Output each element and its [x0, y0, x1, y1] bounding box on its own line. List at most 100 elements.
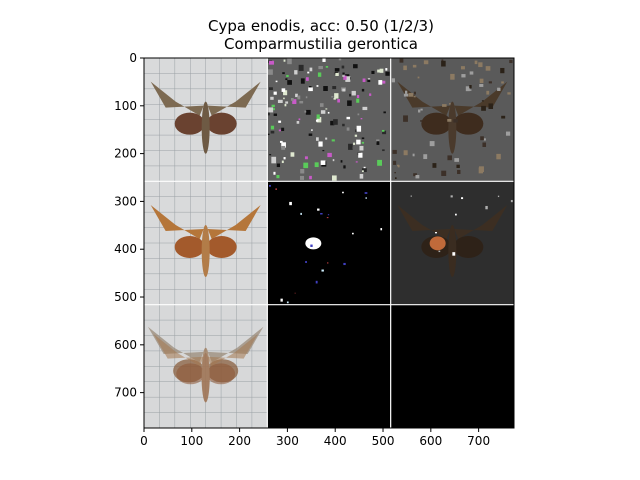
noise-speck	[351, 90, 356, 96]
left-hindwing	[421, 112, 452, 135]
image-panel	[267, 181, 391, 305]
noise-speck	[412, 153, 415, 157]
noise-speck	[332, 159, 335, 162]
noise-speck	[405, 90, 408, 94]
noise-speck	[285, 78, 288, 81]
noise-speck	[447, 118, 452, 122]
noise-speck	[474, 60, 478, 65]
y-tick-label: 600	[114, 338, 137, 352]
noise-speck	[507, 92, 511, 95]
noise-speck	[290, 98, 294, 101]
left-forewing	[153, 333, 204, 367]
noise-speck	[385, 68, 388, 71]
noise-speck	[270, 125, 275, 130]
right-hindwing	[453, 236, 484, 258]
noise-speck	[322, 149, 325, 152]
noise-speck	[343, 165, 346, 169]
noise-speck	[290, 152, 295, 157]
noise-speck	[403, 65, 407, 71]
noise-speck	[456, 164, 460, 168]
noise-speck	[413, 173, 417, 177]
noise-speck	[403, 93, 409, 97]
noise-speck	[299, 175, 305, 180]
noise-speck	[300, 78, 305, 84]
left-forewing	[397, 81, 451, 116]
noise-speck	[379, 68, 384, 73]
noise-speck	[486, 90, 490, 95]
noise-speck	[479, 166, 484, 173]
noise-speck	[335, 72, 339, 76]
noise-speck	[305, 261, 307, 263]
noise-speck	[371, 70, 375, 74]
noise-speck	[497, 87, 501, 91]
noise-speck	[469, 89, 472, 91]
x-tick-label: 100	[180, 434, 203, 448]
noise-speck	[447, 155, 452, 161]
y-tick-label: 300	[114, 194, 137, 208]
y-tick-label: 100	[114, 99, 137, 113]
noise-speck	[322, 58, 326, 62]
noise-speck	[365, 197, 367, 199]
noise-speck	[478, 62, 483, 68]
noise-speck	[429, 141, 435, 147]
noise-speck	[277, 99, 283, 103]
noise-speck	[342, 191, 344, 194]
noise-speck	[305, 96, 308, 99]
noise-speck	[287, 80, 292, 85]
noise-speck	[367, 79, 371, 83]
noise-speck	[500, 67, 505, 74]
panel-background	[390, 304, 514, 428]
noise-speck	[457, 169, 461, 175]
noise-speck	[281, 142, 286, 148]
noise-speck	[269, 60, 275, 65]
noise-speck	[438, 250, 441, 253]
right-hindwing	[206, 236, 237, 258]
noise-speck	[318, 65, 323, 70]
noise-speck	[382, 130, 387, 135]
noise-speck	[286, 74, 289, 78]
moth-body	[201, 225, 210, 277]
noise-speck	[362, 78, 366, 83]
right-forewing	[207, 205, 261, 239]
panel-background	[267, 181, 391, 305]
noise-speck	[408, 93, 414, 97]
noise-speck	[382, 80, 386, 84]
noise-speck	[345, 76, 351, 82]
noise-speck	[355, 161, 358, 163]
noise-speck	[296, 121, 300, 124]
noise-speck	[342, 88, 346, 92]
noise-speck	[315, 119, 319, 122]
noise-speck	[289, 201, 292, 206]
noise-speck	[271, 104, 275, 108]
noise-speck	[346, 116, 351, 120]
moth-figure	[153, 333, 258, 403]
axes-frame	[143, 57, 515, 429]
noise-speck	[432, 163, 437, 168]
left-hindwing	[174, 236, 205, 258]
noise-speck	[323, 86, 328, 91]
noise-speck	[441, 170, 447, 176]
noise-speck	[376, 141, 380, 145]
noise-speck	[377, 159, 383, 166]
noise-speck	[270, 130, 275, 134]
noise-speck	[295, 93, 298, 98]
noise-speck	[294, 292, 296, 294]
noise-speck	[316, 114, 320, 119]
noise-speck	[281, 127, 285, 132]
noise-speck	[377, 69, 381, 73]
noise-speck	[394, 177, 397, 179]
noise-speck	[318, 141, 323, 147]
noise-speck	[354, 134, 358, 137]
noise-speck	[331, 139, 335, 142]
noise-speck	[485, 205, 488, 210]
noise-speck	[273, 108, 275, 111]
noise-speck	[483, 138, 486, 141]
noise-speck	[342, 123, 345, 127]
noise-speck	[280, 298, 283, 302]
noise-speck	[355, 129, 358, 133]
moth-body	[201, 352, 210, 403]
noise-speck	[410, 195, 412, 197]
noise-speck	[330, 120, 335, 126]
noise-speck	[345, 74, 350, 78]
noise-speck	[453, 119, 458, 123]
